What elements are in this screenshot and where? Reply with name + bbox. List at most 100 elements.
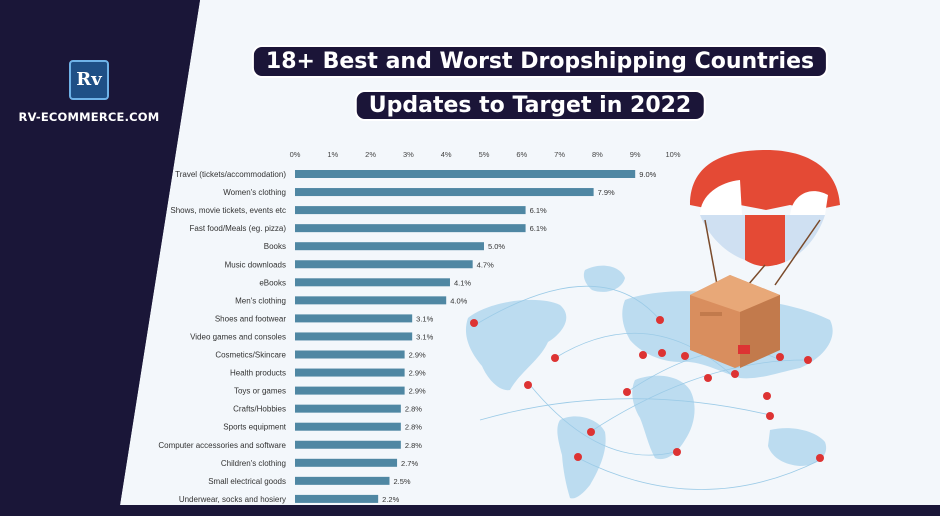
pin-icon — [574, 453, 582, 461]
y-axis-labels: Travel (tickets/accommodation) Women's cl… — [158, 170, 286, 504]
route-line — [589, 359, 806, 433]
bar — [295, 332, 413, 341]
category-label: Computer accessories and software — [158, 441, 286, 450]
parachute-panel — [790, 191, 828, 215]
bar — [295, 278, 450, 287]
location-pins — [470, 316, 824, 462]
bar — [295, 350, 405, 359]
bar — [295, 242, 484, 251]
category-label: Travel (tickets/accommodation) — [175, 170, 286, 179]
pin-icon — [673, 448, 681, 456]
category-label: Fast food/Meals (eg. pizza) — [190, 224, 287, 233]
value-label: 7.9% — [598, 188, 615, 197]
value-label: 2.8% — [405, 405, 422, 414]
pin-icon — [763, 392, 771, 400]
category-label: Sports equipment — [223, 423, 286, 432]
value-label: 3.1% — [416, 332, 433, 341]
route-line — [554, 332, 736, 379]
bar — [295, 260, 473, 269]
value-label: 3.1% — [416, 314, 433, 323]
pin-icon — [776, 353, 784, 361]
bar — [295, 494, 379, 503]
category-label: Video games and consoles — [190, 332, 286, 341]
x-tick-label: 9% — [630, 150, 641, 159]
value-label: 4.0% — [450, 296, 467, 305]
bar — [295, 404, 401, 413]
pin-icon — [681, 352, 689, 360]
route-line — [529, 384, 676, 456]
map-australia — [768, 428, 827, 466]
parachute-panel — [700, 215, 745, 260]
pin-icon — [731, 370, 739, 378]
value-label: 2.9% — [409, 387, 426, 396]
bar — [295, 476, 390, 485]
bar — [295, 458, 398, 467]
pin-icon — [804, 356, 812, 364]
parachute-rope — [704, 219, 719, 291]
category-label: Music downloads — [225, 260, 286, 269]
category-label: Women's clothing — [223, 188, 286, 197]
category-label: Toys or games — [234, 387, 286, 396]
pin-icon — [470, 319, 478, 327]
category-label: Books — [264, 242, 286, 251]
map-north-america — [465, 299, 567, 391]
bar — [295, 224, 526, 233]
flight-routes — [474, 285, 821, 490]
pin-icon — [816, 454, 824, 462]
value-label: 6.1% — [530, 224, 547, 233]
map-greenland — [583, 265, 625, 292]
box-tape — [700, 312, 722, 316]
bottom-strip — [0, 505, 940, 516]
category-label: Underwear, socks and hosiery — [179, 495, 286, 504]
brand-logo[interactable]: Rv — [69, 60, 109, 100]
value-label: 9.0% — [639, 170, 656, 179]
bars — [295, 170, 636, 503]
parachute-rope — [747, 264, 766, 286]
value-label: 2.8% — [405, 423, 422, 432]
pin-icon — [551, 354, 559, 362]
x-tick-label: 1% — [327, 150, 338, 159]
category-label: Small electrical goods — [208, 477, 286, 486]
value-label: 4.1% — [454, 278, 471, 287]
pin-icon — [766, 412, 774, 420]
value-label: 2.7% — [401, 459, 418, 468]
value-label: 2.9% — [409, 351, 426, 360]
x-tick-label: 2% — [365, 150, 376, 159]
value-label: 6.1% — [530, 206, 547, 215]
route-line — [474, 285, 661, 326]
route-line — [479, 398, 771, 421]
box-top — [690, 275, 780, 312]
brand-site[interactable]: RV-ECOMMERCE.COM — [18, 110, 160, 124]
value-label: 4.7% — [477, 260, 494, 269]
bar — [295, 206, 526, 215]
value-label: 5.0% — [488, 242, 505, 251]
x-tick-label: 5% — [479, 150, 490, 159]
bar — [295, 422, 401, 431]
category-label: Shoes and footwear — [215, 314, 286, 323]
route-line — [577, 457, 821, 490]
category-label: Health products — [230, 369, 286, 378]
value-label: 2.8% — [405, 441, 422, 450]
page-title: 18+ Best and Worst Dropshipping Countrie… — [251, 45, 829, 78]
x-tick-label: 10% — [665, 150, 680, 159]
value-label: 2.9% — [409, 369, 426, 378]
parachute-icon — [690, 150, 840, 368]
x-tick-label: 3% — [403, 150, 414, 159]
dark-panel — [0, 0, 200, 505]
pin-icon — [639, 351, 647, 359]
category-label: Men's clothing — [235, 296, 286, 305]
bar — [295, 386, 405, 395]
pin-icon — [704, 374, 712, 382]
pin-icon — [623, 388, 631, 396]
page-subtitle: Updates to Target in 2022 — [354, 90, 706, 121]
bar — [295, 188, 594, 197]
category-label: Shows, movie tickets, events etc — [170, 206, 286, 215]
x-tick-label: 6% — [516, 150, 527, 159]
bar — [295, 440, 401, 449]
category-label: Children's clothing — [221, 459, 286, 468]
x-tick-label: 8% — [592, 150, 603, 159]
